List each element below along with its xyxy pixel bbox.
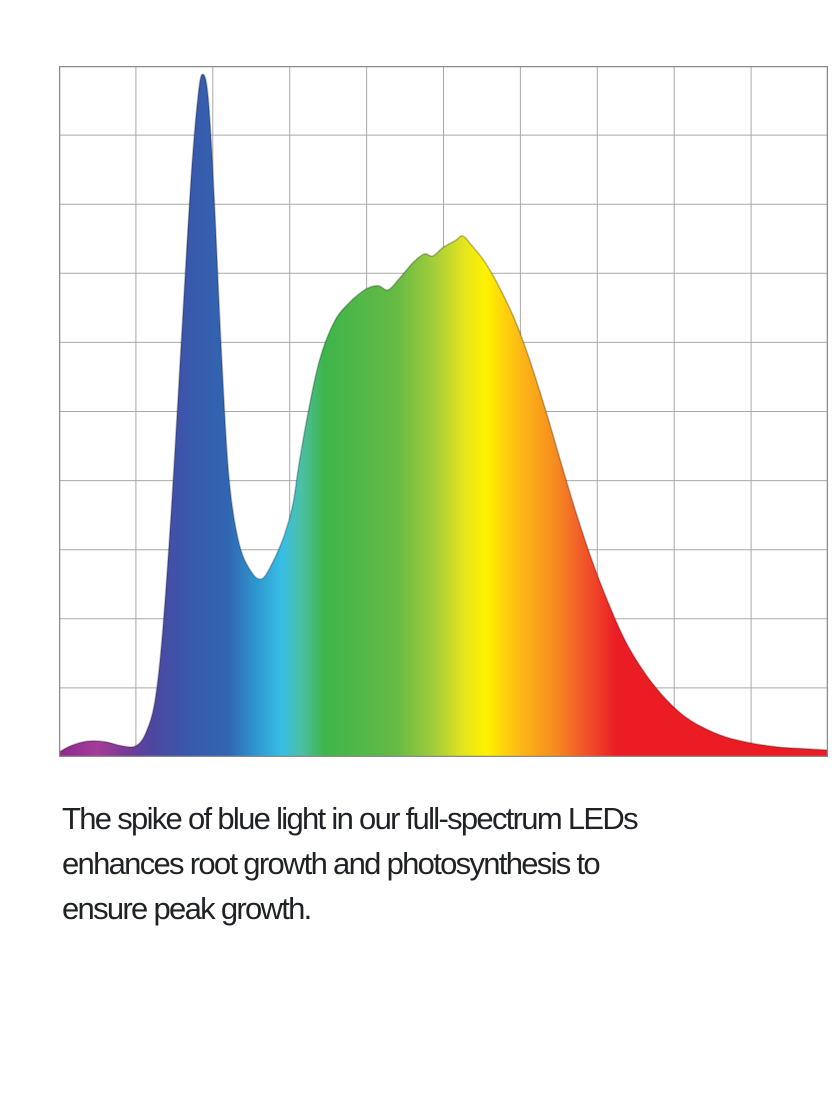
caption-line-2: enhances root growth and photosynthesis …: [62, 846, 601, 881]
spectrum-plot: [59, 66, 828, 757]
caption-line-1: The spike of blue light in our full-spec…: [62, 801, 639, 836]
spectrum-chart: [59, 66, 828, 757]
caption-line-3: ensure peak growth.: [62, 891, 312, 926]
caption: The spike of blue light in our full-spec…: [62, 796, 639, 931]
